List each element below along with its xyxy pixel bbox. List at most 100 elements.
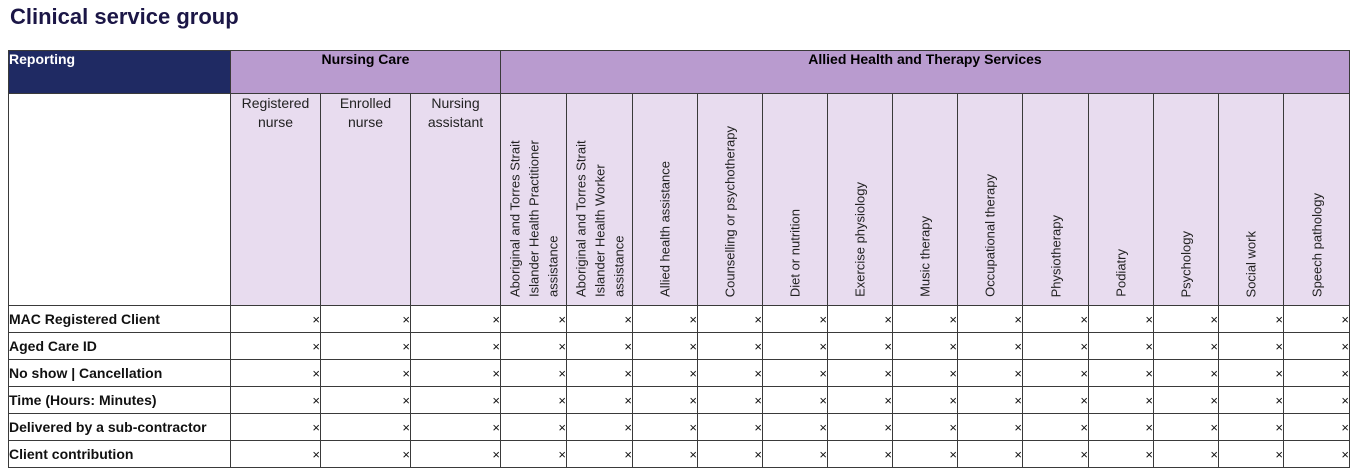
table-row: No show | Cancellation × × × × × × × × × × × × × × × × bbox=[8, 359, 1350, 387]
cross-mark: × bbox=[1022, 359, 1089, 387]
cross-mark: × bbox=[697, 440, 763, 468]
cross-mark: × bbox=[632, 359, 698, 387]
cross-mark: × bbox=[230, 305, 321, 333]
cross-mark: × bbox=[892, 305, 958, 333]
cross-mark: × bbox=[697, 386, 763, 414]
cross-mark: × bbox=[827, 386, 893, 414]
group-header-row: Reporting Nursing Care Allied Health and … bbox=[8, 50, 1350, 94]
cross-mark: × bbox=[892, 386, 958, 414]
cross-mark: × bbox=[1088, 305, 1154, 333]
table-row: Client contribution × × × × × × × × × × × × × × × × bbox=[8, 440, 1350, 468]
cross-mark: × bbox=[320, 359, 411, 387]
cross-mark: × bbox=[1022, 440, 1089, 468]
row-label: Time (Hours: Minutes) bbox=[8, 386, 231, 414]
cross-mark: × bbox=[892, 440, 958, 468]
cross-mark: × bbox=[410, 440, 501, 468]
column-header-13: Psychology bbox=[1153, 93, 1219, 306]
column-header-label: Counselling or psychotherapy bbox=[722, 125, 738, 297]
cross-mark: × bbox=[762, 386, 828, 414]
cross-mark: × bbox=[230, 332, 321, 360]
column-header-label: Physiotherapy bbox=[1048, 214, 1063, 297]
cross-mark: × bbox=[320, 332, 411, 360]
column-header-8: Exercise physiology bbox=[827, 93, 893, 306]
cross-mark: × bbox=[762, 305, 828, 333]
column-header-label: Aboriginal and Torres Strait Islander He… bbox=[507, 140, 560, 297]
cross-mark: × bbox=[697, 413, 763, 441]
cross-mark: × bbox=[1218, 413, 1284, 441]
column-header-6: Counselling or psychotherapy bbox=[697, 93, 763, 306]
cross-mark: × bbox=[566, 386, 633, 414]
cross-mark: × bbox=[500, 359, 567, 387]
cross-mark: × bbox=[632, 332, 698, 360]
column-header-0: Registered nurse bbox=[230, 93, 321, 306]
cross-mark: × bbox=[957, 305, 1023, 333]
cross-mark: × bbox=[892, 413, 958, 441]
column-header-label: Podiatry bbox=[1113, 249, 1129, 297]
row-label: No show | Cancellation bbox=[8, 359, 231, 387]
cross-mark: × bbox=[410, 359, 501, 387]
cross-mark: × bbox=[1088, 440, 1154, 468]
cross-mark: × bbox=[632, 413, 698, 441]
column-header-3: Aboriginal and Torres Strait Islander He… bbox=[500, 93, 567, 306]
column-header-label: Allied health assistance bbox=[657, 161, 673, 297]
cross-mark: × bbox=[566, 332, 633, 360]
cross-mark: × bbox=[320, 305, 411, 333]
cross-mark: × bbox=[500, 332, 567, 360]
cross-mark: × bbox=[892, 359, 958, 387]
cross-mark: × bbox=[1283, 332, 1350, 360]
reporting-header: Reporting bbox=[8, 50, 231, 94]
clinical-service-table: Reporting Nursing Care Allied Health and … bbox=[8, 50, 1350, 468]
cross-mark: × bbox=[1283, 386, 1350, 414]
column-header-7: Diet or nutrition bbox=[762, 93, 828, 306]
cross-mark: × bbox=[230, 359, 321, 387]
cross-mark: × bbox=[957, 413, 1023, 441]
cross-mark: × bbox=[697, 332, 763, 360]
cross-mark: × bbox=[566, 413, 633, 441]
cross-mark: × bbox=[1088, 413, 1154, 441]
column-header-10: Occupational therapy bbox=[957, 93, 1023, 306]
cross-mark: × bbox=[1218, 305, 1284, 333]
cross-mark: × bbox=[892, 332, 958, 360]
column-header-15: Speech pathology bbox=[1283, 93, 1350, 306]
cross-mark: × bbox=[566, 359, 633, 387]
cross-mark: × bbox=[827, 332, 893, 360]
blank-header-cell bbox=[8, 93, 231, 306]
cross-mark: × bbox=[500, 413, 567, 441]
column-header-label: Exercise physiology bbox=[852, 182, 868, 297]
cross-mark: × bbox=[230, 386, 321, 414]
cross-mark: × bbox=[827, 440, 893, 468]
row-label: MAC Registered Client bbox=[8, 305, 231, 333]
column-header-label: Music therapy bbox=[917, 216, 933, 297]
column-header-11: Physiotherapy bbox=[1022, 93, 1089, 306]
cross-mark: × bbox=[697, 305, 763, 333]
column-header-row: Registered nurse Enrolled nurse Nursing as… bbox=[8, 93, 1350, 306]
column-header-4: Aboriginal and Torres Strait Islander He… bbox=[566, 93, 633, 306]
group-header-1: Allied Health and Therapy Services bbox=[500, 50, 1350, 94]
column-header-label: Speech pathology bbox=[1309, 192, 1324, 297]
cross-mark: × bbox=[827, 305, 893, 333]
cross-mark: × bbox=[410, 413, 501, 441]
column-header-label: Enrolled nurse bbox=[339, 95, 392, 130]
cross-mark: × bbox=[1218, 386, 1284, 414]
table-row: Aged Care ID × × × × × × × × × × × × × × × × bbox=[8, 332, 1350, 360]
cross-mark: × bbox=[500, 386, 567, 414]
row-label: Aged Care ID bbox=[8, 332, 231, 360]
cross-mark: × bbox=[1088, 359, 1154, 387]
cross-mark: × bbox=[957, 359, 1023, 387]
cross-mark: × bbox=[957, 386, 1023, 414]
cross-mark: × bbox=[230, 413, 321, 441]
cross-mark: × bbox=[827, 413, 893, 441]
cross-mark: × bbox=[1153, 305, 1219, 333]
cross-mark: × bbox=[230, 440, 321, 468]
cross-mark: × bbox=[632, 386, 698, 414]
column-header-14: Social work bbox=[1218, 93, 1284, 306]
cross-mark: × bbox=[762, 332, 828, 360]
column-header-label: Diet or nutrition bbox=[787, 208, 803, 297]
row-label: Client contribution bbox=[8, 440, 231, 468]
cross-mark: × bbox=[1022, 305, 1089, 333]
column-header-label: Occupational therapy bbox=[982, 174, 998, 297]
page-title: Clinical service group bbox=[10, 4, 239, 29]
cross-mark: × bbox=[697, 359, 763, 387]
cross-mark: × bbox=[827, 359, 893, 387]
cross-mark: × bbox=[762, 413, 828, 441]
